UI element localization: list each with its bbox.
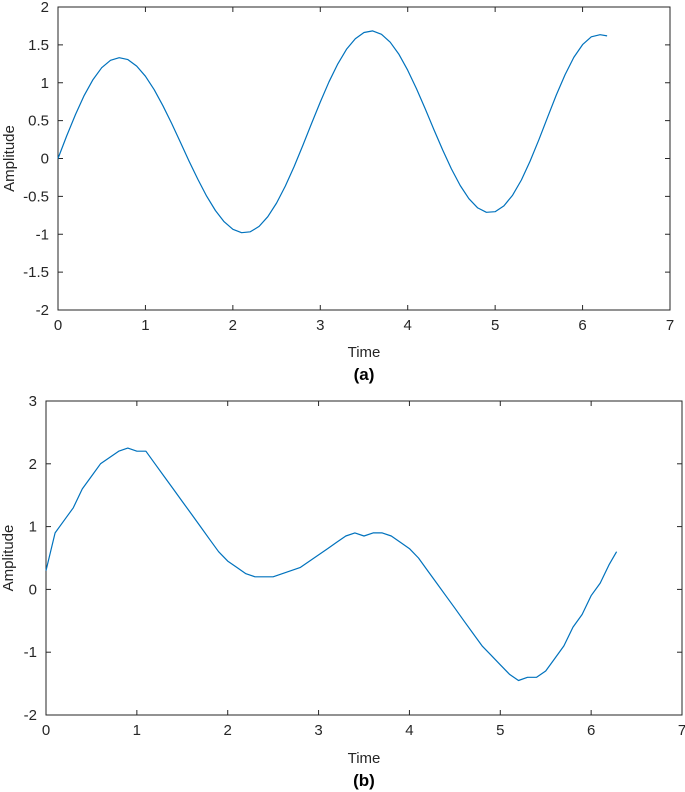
panel-caption: (b): [353, 771, 375, 790]
x-tick-label: 5: [491, 317, 499, 334]
panel-caption: (a): [354, 365, 375, 384]
panel-b-axes-box: [45, 400, 683, 716]
x-tick-label: 1: [133, 722, 141, 739]
y-axis-label: Amplitude: [0, 525, 17, 592]
panel-a-axes-box: [57, 6, 671, 311]
x-tick-label: 2: [229, 317, 237, 334]
x-tick-label: 2: [224, 722, 232, 739]
x-tick-label: 1: [141, 317, 149, 334]
y-tick-label: 2: [29, 456, 37, 473]
y-tick-label: 0: [41, 151, 49, 168]
x-tick-label: 6: [578, 317, 586, 334]
y-tick-label: -0.5: [23, 188, 49, 205]
series-line: [57, 30, 608, 234]
y-tick-label: -1.5: [23, 264, 49, 281]
y-tick-label: 3: [29, 393, 37, 410]
x-tick-label: 3: [314, 722, 322, 739]
y-tick-label: -1: [24, 644, 37, 661]
x-tick-label: 6: [587, 722, 595, 739]
x-tick-label: 7: [678, 722, 685, 739]
x-axis-label: Time: [348, 750, 381, 767]
y-tick-label: 1.5: [28, 37, 49, 54]
y-tick-label: -2: [36, 302, 49, 319]
y-tick-label: 0: [29, 581, 37, 598]
panel-b-chart: 0 1 2 3 4 5 6 7 -2 -1 0 1 2 3 Time Amplitude (b): [0, 393, 685, 790]
x-tick-label: 0: [42, 722, 50, 739]
y-axis-label: Amplitude: [1, 125, 18, 192]
x-axis-label: Time: [348, 344, 381, 361]
y-tick-label: 1: [41, 75, 49, 92]
y-tick-label: -1: [36, 226, 49, 243]
x-tick-label: 3: [316, 317, 324, 334]
x-tick-label: 7: [666, 317, 674, 334]
y-tick-label: 2: [41, 0, 49, 16]
y-tick-label: 1: [29, 519, 37, 536]
series-line: [45, 447, 618, 682]
panel-a-chart: 0 1 2 3 4 5 6 7 -2 -1.5 -1 -0.5 0 0.5 1 1.5 2 Time Amplitu…: [1, 0, 674, 384]
y-tick-label: 0.5: [28, 113, 49, 130]
x-tick-label: 4: [404, 317, 412, 334]
y-tick-label: -2: [24, 707, 37, 724]
x-tick-label: 0: [54, 317, 62, 334]
x-tick-label: 5: [496, 722, 504, 739]
x-tick-label: 4: [405, 722, 413, 739]
